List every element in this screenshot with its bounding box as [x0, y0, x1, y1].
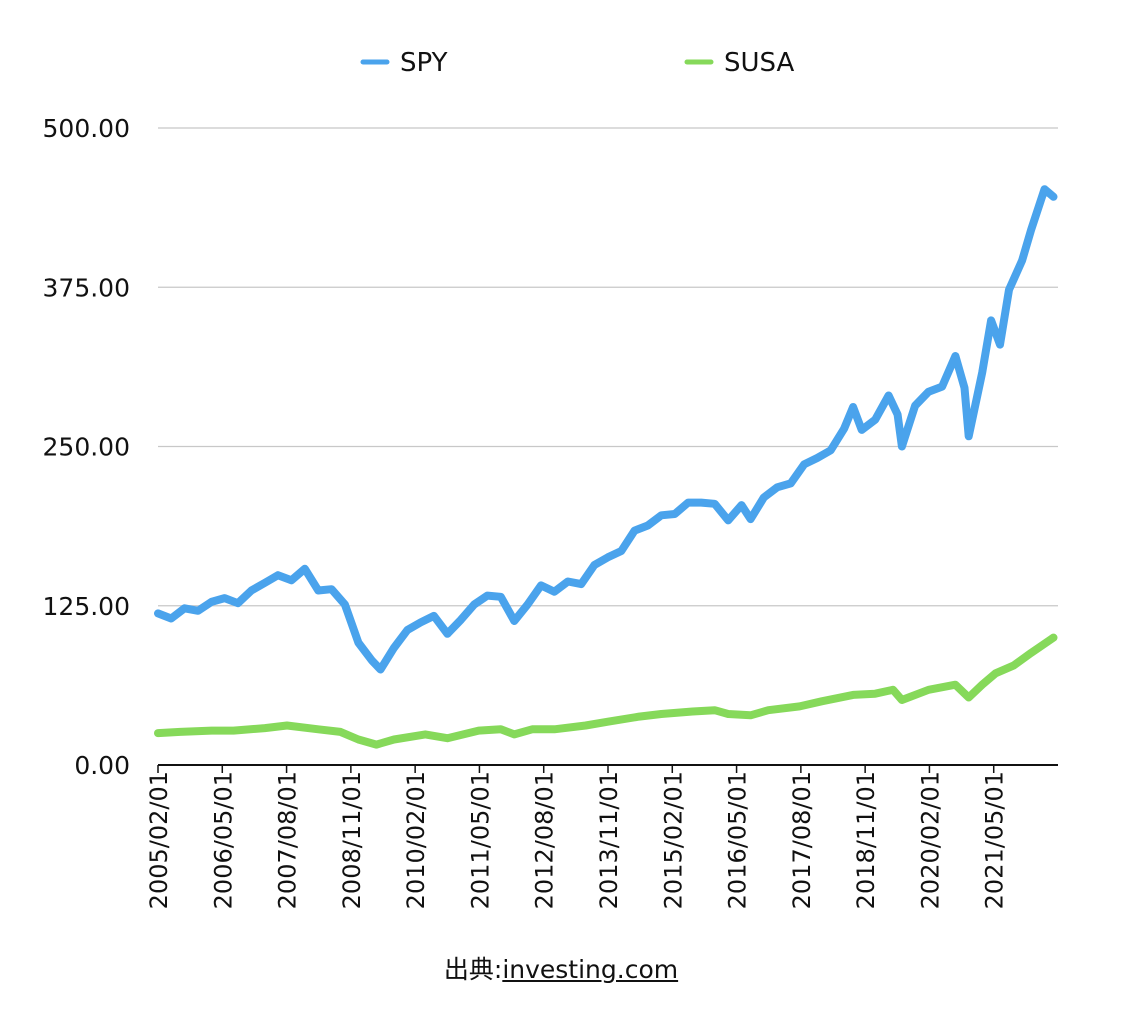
y-axis-tick-labels: 0.00 125.00 250.00 375.00 500.00	[43, 114, 130, 780]
series-line-susa	[154, 633, 1058, 749]
y-tick-label: 500.00	[43, 114, 130, 143]
x-tick-label: 2016/05/01	[724, 771, 752, 909]
source-link[interactable]: investing.com	[502, 955, 679, 984]
x-tick-label: 2020/02/01	[916, 771, 944, 909]
x-tick-label: 2015/02/01	[659, 771, 687, 909]
source-caption: 出典:investing.com	[0, 950, 1122, 986]
x-tick-label: 2021/05/01	[981, 771, 1009, 909]
x-axis-tick-labels: 2005/02/01 2006/05/01 2007/08/01 2008/11/01…	[145, 765, 1009, 909]
source-prefix: 出典:	[443, 955, 503, 984]
x-tick-label: 2018/11/01	[852, 771, 880, 909]
x-tick-label: 2011/05/01	[466, 771, 494, 909]
legend: SPY SUSA	[360, 48, 795, 78]
x-tick-label: 2013/11/01	[595, 771, 623, 909]
series-lines	[154, 185, 1058, 749]
legend-label-susa: SUSA	[724, 48, 795, 78]
y-tick-label: 125.00	[43, 592, 130, 621]
x-tick-label: 2010/02/01	[402, 771, 430, 909]
x-tick-label: 2006/05/01	[209, 771, 237, 909]
y-tick-label: 375.00	[43, 273, 130, 302]
x-tick-label: 2005/02/01	[145, 771, 173, 909]
y-tick-label: 0.00	[74, 751, 130, 780]
series-line-spy	[154, 185, 1058, 674]
legend-label-spy: SPY	[400, 48, 448, 78]
x-tick-label: 2017/08/01	[788, 771, 816, 909]
x-tick-label: 2008/11/01	[338, 771, 366, 909]
y-tick-label: 250.00	[43, 433, 130, 462]
x-tick-label: 2012/08/01	[531, 771, 559, 909]
gridlines	[158, 127, 1058, 766]
line-chart: SPY SUSA 0.00 125.00 250.00 375.00 500.00 200…	[43, 48, 1058, 909]
x-tick-label: 2007/08/01	[274, 771, 302, 909]
